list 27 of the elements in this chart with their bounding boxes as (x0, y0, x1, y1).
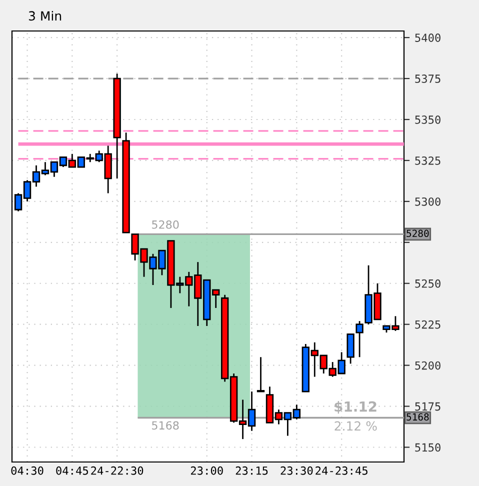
x-tick-label: 04:45 (56, 466, 88, 475)
y-tick-label: 5225 (415, 320, 440, 329)
annotation: 5168 (152, 421, 179, 430)
x-tick-label: 04:30 (11, 466, 44, 475)
y-tick-label: 5175 (415, 402, 440, 411)
y-tick-label: 5200 (415, 361, 440, 370)
x-tick-label: 24-22:30 (91, 466, 144, 475)
annotation: 2.12 % (334, 421, 377, 431)
candlestick (356, 320, 364, 358)
ref-line-label: 5168 (406, 413, 429, 421)
y-tick-label: 5400 (415, 34, 440, 42)
candlestick (346, 333, 354, 364)
chart-title: 3 Min (28, 10, 62, 21)
candlestick (256, 356, 265, 392)
y-tick-label: 5300 (415, 197, 440, 206)
y-tick-label: 5350 (415, 116, 440, 124)
y-tick-label: 5375 (415, 74, 440, 83)
x-tick-label: 23:15 (236, 466, 268, 475)
y-tick-label: 5250 (415, 279, 440, 288)
y-tick-label: 5325 (415, 156, 440, 165)
annotation: 5280 (152, 220, 179, 229)
annotation: $1.12 (334, 401, 376, 414)
x-tick-label: 23:30 (280, 466, 313, 475)
ref-line-label: 5280 (406, 230, 429, 238)
y-tick-label: 5150 (415, 443, 440, 452)
x-tick-label: 23:00 (190, 466, 223, 475)
x-tick-label: 24-23:45 (316, 466, 368, 475)
